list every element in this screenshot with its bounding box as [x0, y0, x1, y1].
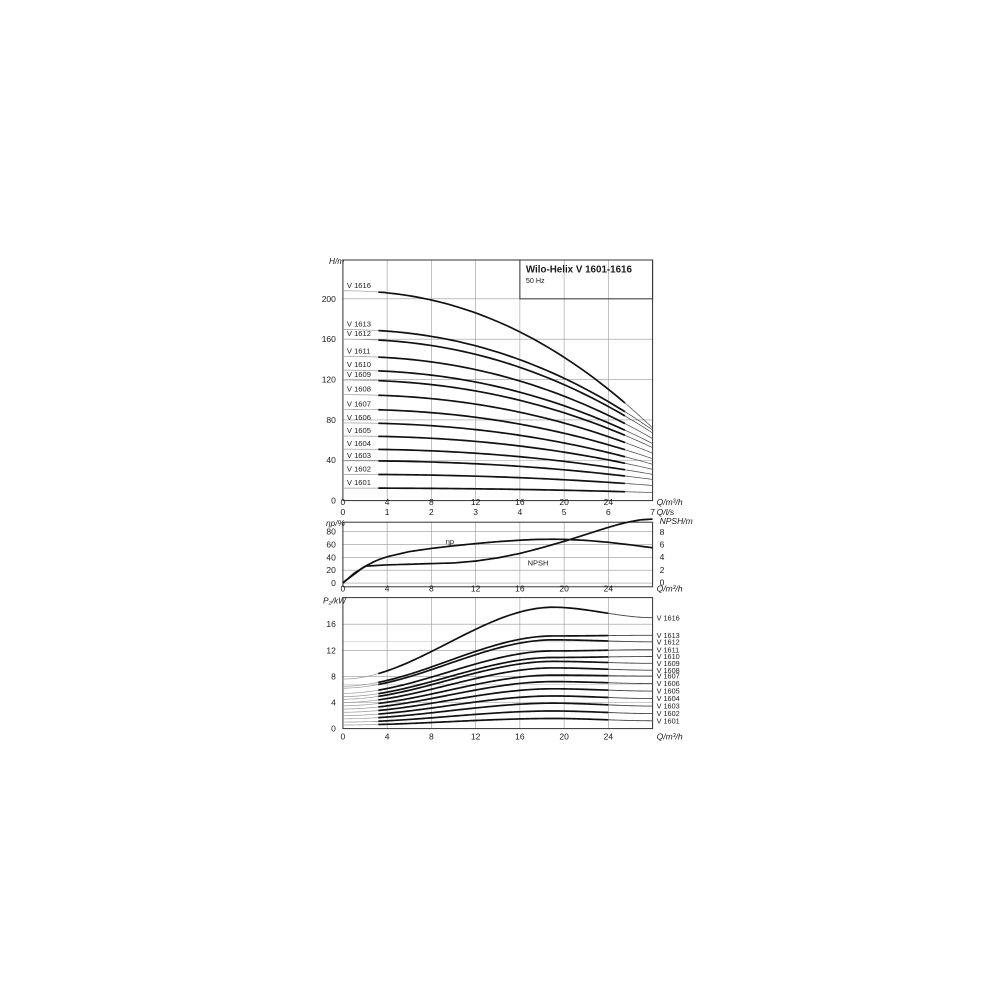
svg-text:V 1605: V 1605 [347, 426, 371, 435]
svg-text:12: 12 [326, 645, 336, 655]
svg-text:0: 0 [341, 732, 346, 742]
svg-text:Wilo-Helix V 1601-1616: Wilo-Helix V 1601-1616 [526, 265, 633, 276]
svg-text:24: 24 [604, 583, 614, 593]
svg-text:V 1616: V 1616 [657, 613, 680, 622]
svg-text:6: 6 [606, 507, 611, 517]
svg-text:20: 20 [326, 565, 336, 575]
svg-text:24: 24 [604, 497, 614, 507]
svg-text:1: 1 [385, 507, 390, 517]
svg-text:2: 2 [429, 507, 434, 517]
svg-text:V 1616: V 1616 [347, 281, 371, 290]
svg-text:V 1612: V 1612 [347, 329, 371, 338]
svg-text:4: 4 [518, 507, 523, 517]
svg-text:120: 120 [322, 375, 336, 385]
svg-text:80: 80 [326, 527, 336, 537]
svg-text:V 1613: V 1613 [347, 320, 371, 329]
svg-text:16: 16 [515, 497, 525, 507]
svg-text:V 1603: V 1603 [347, 451, 371, 460]
svg-text:8: 8 [331, 671, 336, 681]
svg-text:Q/m³/h: Q/m³/h [657, 497, 683, 507]
svg-text:H/m: H/m [329, 256, 344, 266]
svg-text:V 1602: V 1602 [347, 464, 371, 473]
svg-text:160: 160 [322, 334, 336, 344]
svg-text:0: 0 [341, 583, 346, 593]
svg-text:NPSH/m: NPSH/m [660, 516, 693, 526]
svg-text:4: 4 [660, 552, 665, 562]
svg-text:V 1604: V 1604 [347, 439, 371, 448]
svg-text:20: 20 [559, 732, 569, 742]
svg-text:0: 0 [331, 724, 336, 734]
svg-text:40: 40 [326, 552, 336, 562]
svg-text:16: 16 [326, 619, 336, 629]
svg-text:0: 0 [341, 507, 346, 517]
svg-text:V 1607: V 1607 [347, 399, 371, 408]
svg-text:8: 8 [660, 527, 665, 537]
svg-text:V 1601: V 1601 [347, 478, 371, 487]
svg-text:12: 12 [471, 497, 481, 507]
svg-text:V 1613: V 1613 [657, 631, 680, 640]
svg-text:8: 8 [429, 497, 434, 507]
svg-text:V 1606: V 1606 [347, 413, 371, 422]
svg-text:0: 0 [341, 497, 346, 507]
svg-text:V 1611: V 1611 [657, 645, 680, 654]
svg-text:5: 5 [562, 507, 567, 517]
svg-text:7: 7 [650, 507, 655, 517]
svg-text:40: 40 [326, 455, 336, 465]
svg-text:12: 12 [471, 732, 481, 742]
svg-text:20: 20 [559, 497, 569, 507]
svg-text:16: 16 [515, 732, 525, 742]
svg-text:50 Hz: 50 Hz [526, 276, 545, 285]
svg-text:8: 8 [429, 732, 434, 742]
svg-text:80: 80 [326, 415, 336, 425]
svg-text:24: 24 [604, 732, 614, 742]
svg-text:4: 4 [385, 583, 390, 593]
svg-text:ηp: ηp [446, 537, 454, 546]
svg-text:200: 200 [322, 294, 336, 304]
svg-text:Q/m³/h: Q/m³/h [657, 732, 683, 742]
svg-text:0: 0 [331, 496, 336, 506]
svg-text:V 1608: V 1608 [347, 385, 371, 394]
svg-text:4: 4 [331, 698, 336, 708]
svg-text:16: 16 [515, 583, 525, 593]
svg-text:V 1611: V 1611 [347, 346, 371, 355]
svg-text:3: 3 [473, 507, 478, 517]
svg-text:4: 4 [385, 497, 390, 507]
svg-text:4: 4 [385, 732, 390, 742]
svg-text:20: 20 [559, 583, 569, 593]
svg-text:NPSH: NPSH [528, 559, 549, 568]
svg-text:V 1609: V 1609 [347, 370, 371, 379]
svg-text:V 1610: V 1610 [347, 360, 371, 369]
svg-text:2: 2 [660, 565, 665, 575]
svg-text:8: 8 [429, 583, 434, 593]
svg-text:0: 0 [331, 578, 336, 588]
svg-text:12: 12 [471, 583, 481, 593]
svg-text:60: 60 [326, 540, 336, 550]
svg-text:Q/m³/h: Q/m³/h [657, 583, 683, 593]
svg-text:6: 6 [660, 540, 665, 550]
svg-text:P₂/kW: P₂/kW [323, 596, 347, 606]
